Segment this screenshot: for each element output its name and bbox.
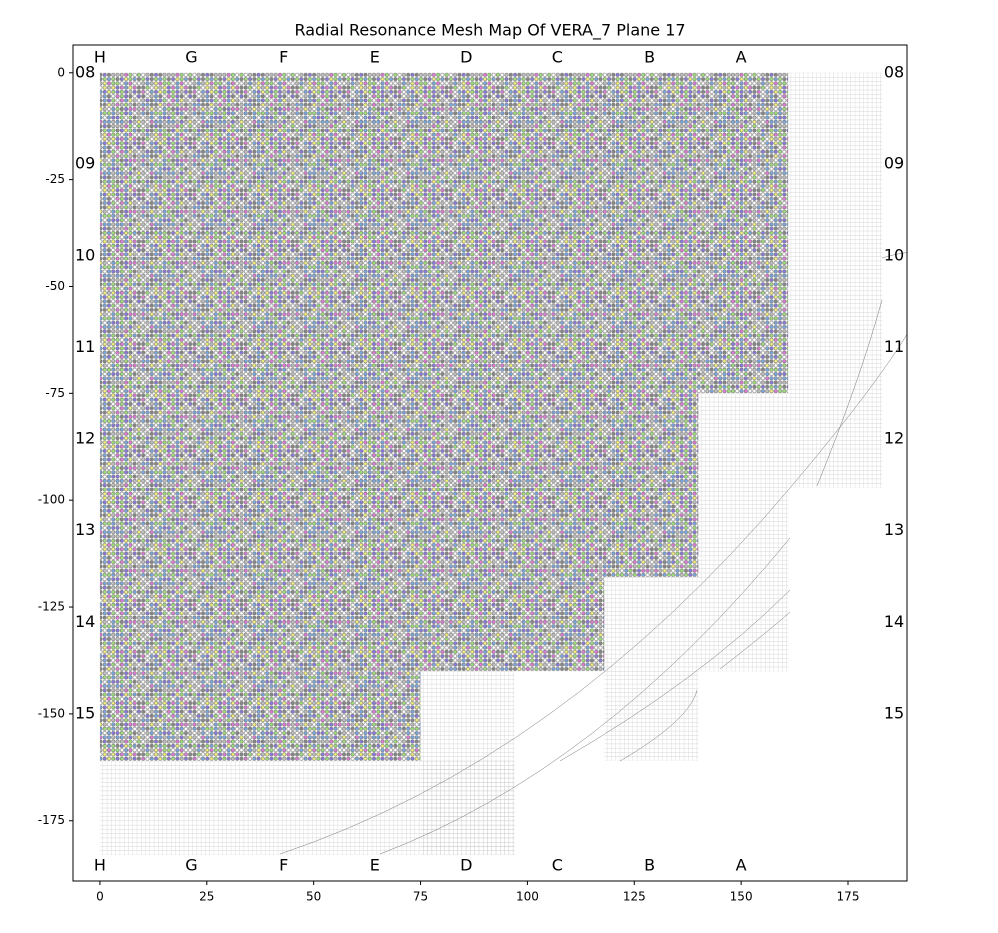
chart-title: Radial Resonance Mesh Map Of VERA_7 Plan…: [294, 21, 685, 41]
column-label: D: [460, 48, 472, 67]
row-label: 15: [884, 703, 904, 722]
column-label: H: [94, 48, 106, 67]
mesh-region: [788, 72, 883, 488]
plot-area: [99, 72, 883, 855]
x-tick-label: 175: [837, 890, 860, 904]
column-label: C: [552, 856, 563, 875]
column-label: D: [460, 856, 472, 875]
row-label: 08: [75, 62, 95, 81]
column-label: B: [644, 856, 655, 875]
x-tick-label: 25: [199, 890, 214, 904]
x-tick-label: 100: [516, 890, 539, 904]
dot-region: [99, 577, 605, 672]
arcs: [279, 252, 907, 855]
axes-frame: [72, 44, 908, 882]
x-tick-label: 50: [306, 890, 321, 904]
mesh-region: [99, 760, 515, 855]
column-label: C: [552, 48, 563, 67]
y-tick-label: -75: [45, 386, 65, 400]
column-label: G: [185, 856, 197, 875]
row-label: 14: [75, 612, 95, 631]
y-tick-label: -100: [38, 493, 65, 507]
row-label: 11: [75, 337, 95, 356]
y-tick-label: -25: [45, 172, 65, 186]
arc: [719, 611, 791, 670]
dot-region: [99, 671, 421, 761]
column-label: F: [279, 856, 288, 875]
x-tick-label: 0: [96, 890, 104, 904]
column-label: H: [94, 856, 106, 875]
column-label: E: [370, 856, 380, 875]
row-label: 09: [884, 154, 904, 173]
arc: [279, 252, 907, 855]
column-label: E: [370, 48, 380, 67]
y-tick-label: -125: [38, 600, 65, 614]
y-tick-label: 0: [57, 65, 65, 79]
mesh-region: [698, 393, 789, 672]
x-tick-label: 150: [730, 890, 753, 904]
column-label: A: [736, 48, 747, 67]
row-label: 13: [884, 520, 904, 539]
y-tick-label: -150: [38, 706, 65, 720]
y-tick-label: -50: [45, 279, 65, 293]
mesh-region: [604, 577, 699, 761]
row-label: 12: [75, 429, 95, 448]
arc: [379, 537, 791, 855]
row-label: 10: [75, 246, 95, 265]
row-label: 13: [75, 520, 95, 539]
arc: [559, 589, 791, 762]
row-label: 08: [884, 62, 904, 81]
y-tick-label: -175: [38, 813, 65, 827]
arc: [619, 689, 698, 762]
column-label: G: [185, 48, 197, 67]
row-label: 15: [75, 703, 95, 722]
row-label: 11: [884, 337, 904, 356]
arc: [816, 299, 883, 487]
x-tick-label: 75: [413, 890, 428, 904]
column-label: A: [736, 856, 747, 875]
dot-region: [99, 393, 699, 578]
row-label: 10: [884, 246, 904, 265]
row-label: 09: [75, 154, 95, 173]
row-label: 12: [884, 429, 904, 448]
column-label: F: [279, 48, 288, 67]
row-label: 14: [884, 612, 904, 631]
dot-region: [99, 72, 789, 394]
x-tick-label: 125: [623, 890, 646, 904]
column-label: B: [644, 48, 655, 67]
